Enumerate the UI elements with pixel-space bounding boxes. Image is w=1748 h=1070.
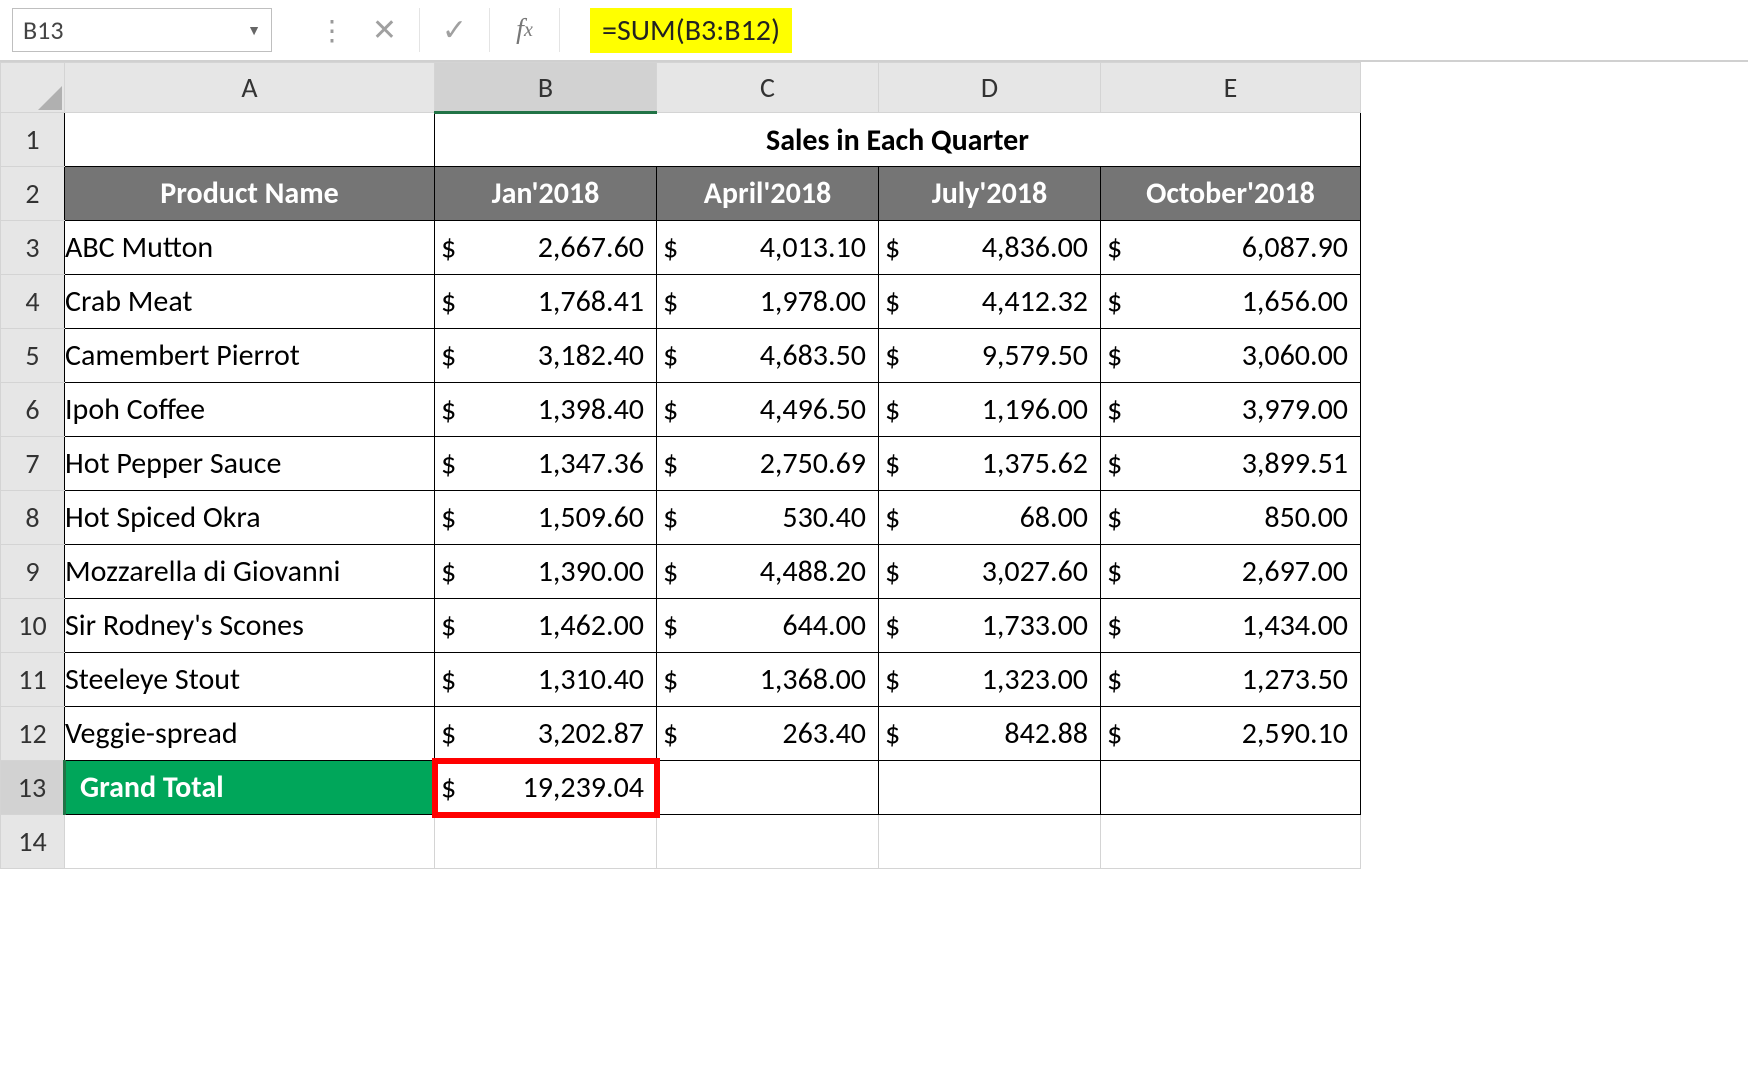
value-cell[interactable]: $4,836.00 bbox=[879, 221, 1101, 275]
value-cell[interactable]: $2,697.00 bbox=[1101, 545, 1361, 599]
row-header[interactable]: 5 bbox=[1, 329, 65, 383]
value-cell[interactable]: $1,310.40 bbox=[435, 653, 657, 707]
product-cell[interactable]: Hot Spiced Okra bbox=[65, 491, 435, 545]
cell[interactable] bbox=[1101, 761, 1361, 815]
value-cell[interactable]: $4,496.50 bbox=[657, 383, 879, 437]
cell[interactable] bbox=[657, 761, 879, 815]
cell[interactable] bbox=[65, 113, 435, 167]
col-header-B[interactable]: B bbox=[435, 63, 657, 113]
value-cell[interactable]: $2,590.10 bbox=[1101, 707, 1361, 761]
fx-button[interactable]: fx bbox=[490, 8, 560, 52]
product-cell[interactable]: Camembert Pierrot bbox=[65, 329, 435, 383]
value-cell[interactable]: $1,656.00 bbox=[1101, 275, 1361, 329]
row-header[interactable]: 1 bbox=[1, 113, 65, 167]
cell[interactable] bbox=[1101, 815, 1361, 869]
cell-reference: B13 bbox=[23, 14, 64, 46]
value-cell[interactable]: $9,579.50 bbox=[879, 329, 1101, 383]
row-header[interactable]: 4 bbox=[1, 275, 65, 329]
value-cell[interactable]: $1,398.40 bbox=[435, 383, 657, 437]
select-all-corner[interactable] bbox=[1, 63, 65, 113]
formula-input[interactable]: =SUM(B3:B12) bbox=[590, 8, 792, 53]
value-cell[interactable]: $530.40 bbox=[657, 491, 879, 545]
enter-button[interactable]: ✓ bbox=[420, 8, 490, 52]
row-header[interactable]: 10 bbox=[1, 599, 65, 653]
value-cell[interactable]: $1,462.00 bbox=[435, 599, 657, 653]
value-cell[interactable]: $4,488.20 bbox=[657, 545, 879, 599]
value-cell[interactable]: $1,390.00 bbox=[435, 545, 657, 599]
cell[interactable] bbox=[65, 815, 435, 869]
value-cell[interactable]: $1,273.50 bbox=[1101, 653, 1361, 707]
header-month[interactable]: Jan'2018 bbox=[435, 167, 657, 221]
header-month[interactable]: April'2018 bbox=[657, 167, 879, 221]
value-cell[interactable]: $3,060.00 bbox=[1101, 329, 1361, 383]
value-cell[interactable]: $1,196.00 bbox=[879, 383, 1101, 437]
product-cell[interactable]: Crab Meat bbox=[65, 275, 435, 329]
cell[interactable] bbox=[879, 815, 1101, 869]
value-cell[interactable]: $1,978.00 bbox=[657, 275, 879, 329]
value-cell[interactable]: $1,733.00 bbox=[879, 599, 1101, 653]
name-box[interactable]: B13 ▼ bbox=[12, 8, 272, 52]
value-cell[interactable]: $3,182.40 bbox=[435, 329, 657, 383]
row-header[interactable]: 6 bbox=[1, 383, 65, 437]
header-month[interactable]: October'2018 bbox=[1101, 167, 1361, 221]
product-cell[interactable]: Veggie-spread bbox=[65, 707, 435, 761]
row-header[interactable]: 11 bbox=[1, 653, 65, 707]
row-header[interactable]: 2 bbox=[1, 167, 65, 221]
row-header[interactable]: 9 bbox=[1, 545, 65, 599]
col-header-D[interactable]: D bbox=[879, 63, 1101, 113]
product-cell[interactable]: Ipoh Coffee bbox=[65, 383, 435, 437]
value-cell[interactable]: $3,899.51 bbox=[1101, 437, 1361, 491]
col-header-C[interactable]: C bbox=[657, 63, 879, 113]
value-cell[interactable]: $1,509.60 bbox=[435, 491, 657, 545]
value-cell[interactable]: $1,368.00 bbox=[657, 653, 879, 707]
value-cell[interactable]: $6,087.90 bbox=[1101, 221, 1361, 275]
value-cell[interactable]: $4,683.50 bbox=[657, 329, 879, 383]
row-header[interactable]: 14 bbox=[1, 815, 65, 869]
value-cell[interactable]: $68.00 bbox=[879, 491, 1101, 545]
product-cell[interactable]: Sir Rodney's Scones bbox=[65, 599, 435, 653]
product-cell[interactable]: Hot Pepper Sauce bbox=[65, 437, 435, 491]
value-cell[interactable]: $3,027.60 bbox=[879, 545, 1101, 599]
value-cell[interactable]: $4,412.32 bbox=[879, 275, 1101, 329]
value-cell[interactable]: $850.00 bbox=[1101, 491, 1361, 545]
spreadsheet-grid: A B C D E 1 Sales in Each Quarter 2 Prod… bbox=[0, 62, 1361, 869]
header-product[interactable]: Product Name bbox=[65, 167, 435, 221]
value-cell[interactable]: $842.88 bbox=[879, 707, 1101, 761]
row-header[interactable]: 13 bbox=[1, 761, 65, 815]
cell[interactable] bbox=[879, 761, 1101, 815]
header-month[interactable]: July'2018 bbox=[879, 167, 1101, 221]
value-cell[interactable]: $2,667.60 bbox=[435, 221, 657, 275]
row-header[interactable]: 12 bbox=[1, 707, 65, 761]
grand-total-label[interactable]: Grand Total bbox=[65, 761, 435, 815]
value-cell[interactable]: $1,375.62 bbox=[879, 437, 1101, 491]
value-cell[interactable]: $4,013.10 bbox=[657, 221, 879, 275]
value-cell[interactable]: $1,323.00 bbox=[879, 653, 1101, 707]
value-cell[interactable]: $1,347.36 bbox=[435, 437, 657, 491]
product-cell[interactable]: Mozzarella di Giovanni bbox=[65, 545, 435, 599]
row-header[interactable]: 8 bbox=[1, 491, 65, 545]
divider-dots: ⋮ bbox=[312, 13, 350, 48]
cancel-button[interactable]: ✕ bbox=[350, 8, 420, 52]
dropdown-icon[interactable]: ▼ bbox=[247, 22, 261, 39]
row-header[interactable]: 3 bbox=[1, 221, 65, 275]
value-cell[interactable]: $644.00 bbox=[657, 599, 879, 653]
grand-total-value[interactable]: $19,239.04 bbox=[435, 761, 657, 815]
product-cell[interactable]: ABC Mutton bbox=[65, 221, 435, 275]
row-header[interactable]: 7 bbox=[1, 437, 65, 491]
value-cell[interactable]: $3,202.87 bbox=[435, 707, 657, 761]
col-header-A[interactable]: A bbox=[65, 63, 435, 113]
formula-bar: B13 ▼ ⋮ ✕ ✓ fx =SUM(B3:B12) bbox=[0, 0, 1748, 62]
value-cell[interactable]: $3,979.00 bbox=[1101, 383, 1361, 437]
value-cell[interactable]: $2,750.69 bbox=[657, 437, 879, 491]
value-cell[interactable]: $263.40 bbox=[657, 707, 879, 761]
value-cell[interactable]: $1,434.00 bbox=[1101, 599, 1361, 653]
merged-title-cell[interactable]: Sales in Each Quarter bbox=[435, 113, 1361, 167]
cell[interactable] bbox=[435, 815, 657, 869]
cell[interactable] bbox=[657, 815, 879, 869]
col-header-E[interactable]: E bbox=[1101, 63, 1361, 113]
value-cell[interactable]: $1,768.41 bbox=[435, 275, 657, 329]
product-cell[interactable]: Steeleye Stout bbox=[65, 653, 435, 707]
